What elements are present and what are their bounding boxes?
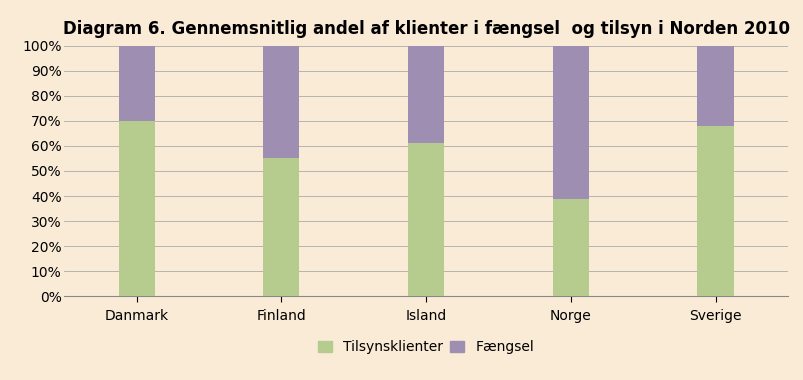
Title: Diagram 6. Gennemsnitlig andel af klienter i fængsel  og tilsyn i Norden 2010: Diagram 6. Gennemsnitlig andel af klient… [63,21,789,38]
Bar [552,199,588,296]
Bar [408,143,444,296]
Bar [697,126,733,296]
Bar [552,46,588,199]
Bar [263,46,300,158]
Bar [119,121,155,296]
Bar [408,46,444,143]
Bar [263,158,300,296]
Legend: Tilsynsklienter, Fængsel: Tilsynsklienter, Fængsel [312,334,539,360]
Bar [697,46,733,126]
Bar [119,46,155,121]
